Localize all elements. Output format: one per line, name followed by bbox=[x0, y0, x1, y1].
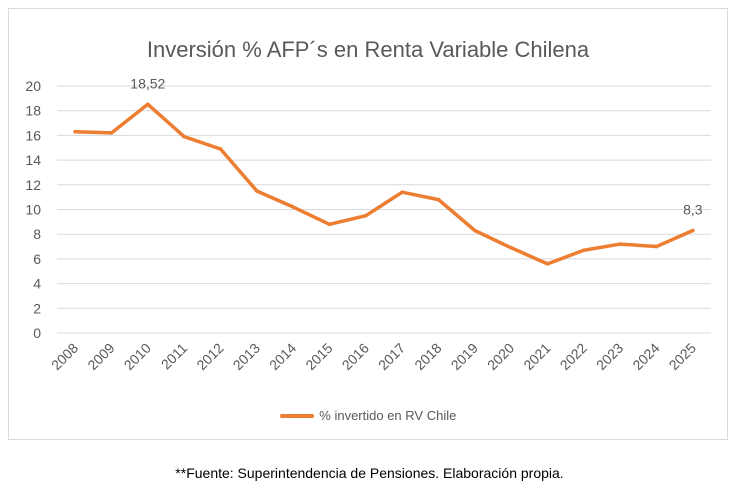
legend-swatch bbox=[279, 413, 314, 418]
data-point bbox=[582, 248, 586, 253]
source-note: **Fuente: Superintendencia de Pensiones.… bbox=[175, 465, 564, 481]
y-tick-label: 10 bbox=[25, 202, 41, 218]
data-point bbox=[218, 147, 223, 151]
x-tick-label: 2009 bbox=[84, 340, 117, 373]
data-point bbox=[436, 197, 441, 202]
data-point bbox=[146, 102, 150, 107]
x-tick-label: 2017 bbox=[375, 340, 408, 373]
chart-title: Inversión % AFP´s en Renta Variable Chil… bbox=[146, 37, 590, 62]
data-point bbox=[400, 190, 404, 195]
data-point bbox=[691, 228, 695, 233]
x-tick-label: 2025 bbox=[666, 340, 699, 373]
y-tick-label: 12 bbox=[25, 177, 41, 193]
y-tick-label: 8 bbox=[33, 226, 41, 242]
x-tick-label: 2024 bbox=[629, 340, 662, 373]
series-line bbox=[73, 102, 695, 266]
y-tick-label: 0 bbox=[33, 325, 41, 341]
data-point bbox=[109, 131, 114, 135]
chart-legend: % invertido en RV Chile bbox=[9, 407, 727, 423]
x-tick-label: 2018 bbox=[411, 340, 444, 373]
data-point bbox=[618, 242, 622, 246]
data-point bbox=[73, 129, 77, 134]
y-tick-label: 18 bbox=[25, 103, 41, 119]
chart-frame: Inversión % AFP´s en Renta Variable Chil… bbox=[8, 8, 728, 440]
data-point bbox=[473, 228, 477, 233]
x-tick-label: 2008 bbox=[48, 340, 81, 373]
data-point bbox=[509, 245, 513, 250]
y-tick-label: 16 bbox=[25, 127, 41, 143]
x-tick-label: 2016 bbox=[339, 340, 372, 373]
y-tick-label: 4 bbox=[33, 276, 41, 292]
y-tick-label: 20 bbox=[25, 78, 41, 94]
y-tick-label: 6 bbox=[33, 251, 41, 267]
data-point bbox=[182, 134, 186, 139]
data-point bbox=[364, 213, 368, 218]
data-label: 18,52 bbox=[130, 75, 165, 91]
y-tick-label: 14 bbox=[25, 152, 41, 168]
data-point bbox=[255, 189, 259, 193]
data-label: 8,3 bbox=[683, 201, 703, 217]
x-tick-label: 2023 bbox=[593, 340, 626, 373]
x-tick-label: 2013 bbox=[230, 340, 263, 373]
x-tick-label: 2022 bbox=[557, 340, 590, 373]
x-tick-label: 2011 bbox=[158, 340, 191, 373]
data-point bbox=[291, 205, 295, 209]
x-tick-label: 2014 bbox=[266, 340, 299, 373]
data-point bbox=[545, 262, 550, 266]
x-tick-label: 2010 bbox=[121, 340, 154, 373]
x-tick-label: 2019 bbox=[448, 340, 481, 373]
y-tick-label: 2 bbox=[33, 300, 41, 316]
data-point bbox=[654, 244, 659, 249]
x-tick-label: 2020 bbox=[484, 340, 517, 373]
data-point bbox=[327, 222, 332, 227]
legend-label: % invertido en RV Chile bbox=[319, 408, 457, 424]
x-tick-label: 2015 bbox=[302, 340, 335, 373]
x-tick-label: 2021 bbox=[520, 340, 553, 373]
x-tick-label: 2012 bbox=[193, 340, 226, 373]
